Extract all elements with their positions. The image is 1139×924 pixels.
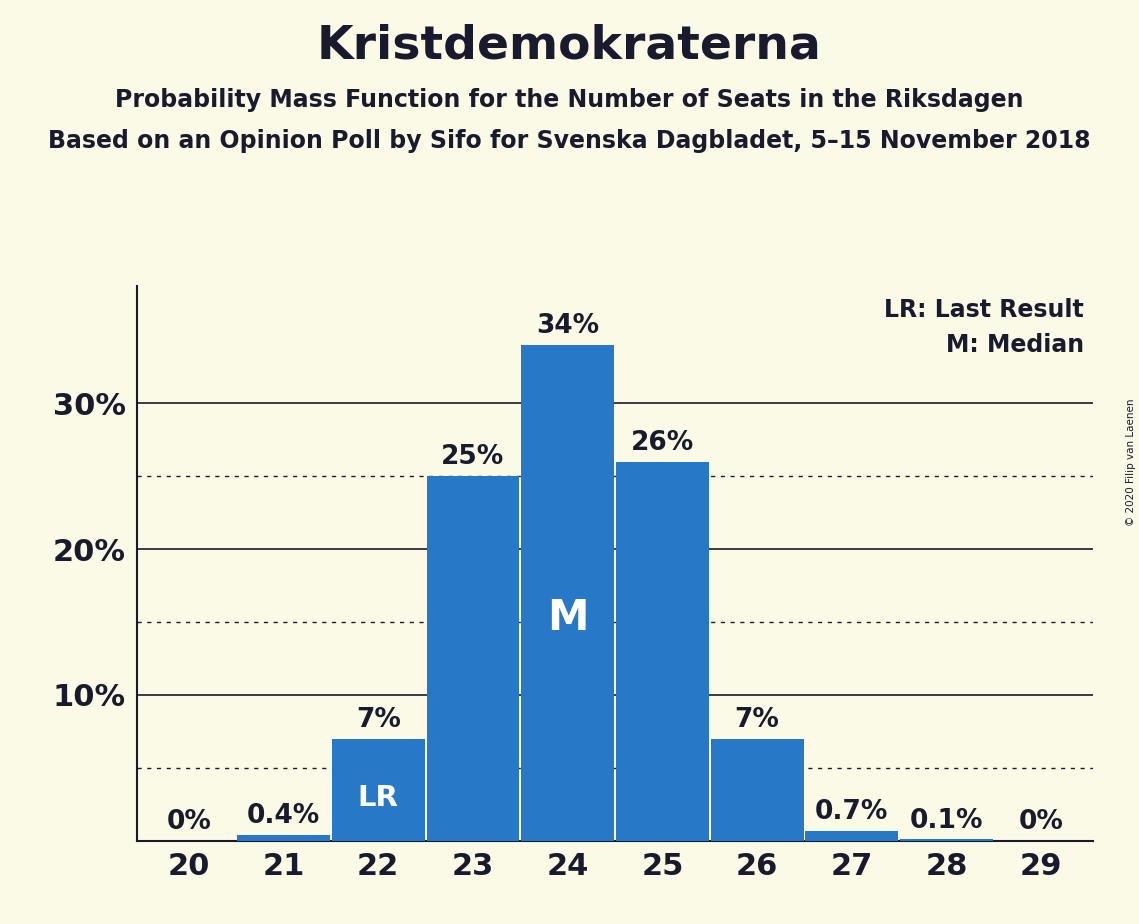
Bar: [237, 835, 330, 841]
Text: M: M: [547, 597, 589, 638]
Text: 0.7%: 0.7%: [816, 798, 888, 825]
Text: 0.4%: 0.4%: [247, 803, 320, 829]
Bar: [616, 461, 708, 841]
Text: 0%: 0%: [1019, 809, 1064, 835]
Bar: [522, 345, 614, 841]
Text: Kristdemokraterna: Kristdemokraterna: [317, 23, 822, 68]
Text: LR: Last Result: LR: Last Result: [884, 298, 1084, 322]
Text: 7%: 7%: [735, 707, 779, 733]
Bar: [805, 831, 899, 841]
Text: Based on an Opinion Poll by Sifo for Svenska Dagbladet, 5–15 November 2018: Based on an Opinion Poll by Sifo for Sve…: [48, 129, 1091, 153]
Text: 0.1%: 0.1%: [910, 808, 983, 833]
Text: 26%: 26%: [631, 430, 694, 456]
Bar: [426, 476, 519, 841]
Text: 25%: 25%: [441, 444, 505, 470]
Text: M: Median: M: Median: [945, 334, 1084, 358]
Text: 7%: 7%: [355, 707, 401, 733]
Text: 34%: 34%: [536, 313, 599, 339]
Bar: [900, 839, 993, 841]
Text: LR: LR: [358, 784, 399, 812]
Text: © 2020 Filip van Laenen: © 2020 Filip van Laenen: [1126, 398, 1136, 526]
Text: 0%: 0%: [166, 809, 211, 835]
Text: Probability Mass Function for the Number of Seats in the Riksdagen: Probability Mass Function for the Number…: [115, 88, 1024, 112]
Bar: [711, 738, 804, 841]
Bar: [331, 738, 425, 841]
